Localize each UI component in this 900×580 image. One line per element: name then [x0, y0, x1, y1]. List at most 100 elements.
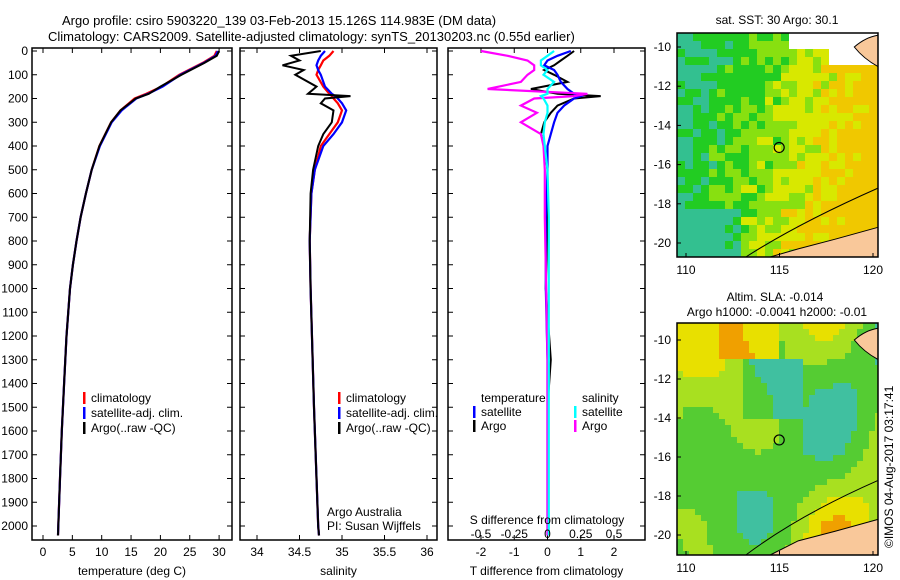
map-cell: [779, 365, 785, 371]
map-cell: [853, 153, 861, 161]
map-cell: [709, 57, 717, 65]
map-cell: [845, 425, 851, 431]
map-cell: [839, 437, 845, 443]
map-cell: [875, 455, 878, 461]
map-cell: [749, 177, 757, 185]
map-cell: [725, 449, 731, 455]
map-cell: [707, 371, 713, 377]
map-cell: [773, 185, 781, 193]
map-cell: [827, 335, 833, 341]
series-climatology: [56, 50, 218, 536]
map-cell: [797, 449, 803, 455]
map1-field: [677, 33, 878, 257]
map-cell: [701, 33, 709, 41]
map-cell: [829, 113, 837, 121]
map-cell: [797, 533, 803, 539]
map-cell: [857, 497, 863, 503]
map-cell: [875, 389, 878, 395]
map-cell: [761, 509, 767, 515]
map-cell: [689, 365, 695, 371]
map-cell: [869, 497, 875, 503]
map-cell: [875, 437, 878, 443]
map-cell: [767, 323, 773, 329]
map-cell: [851, 365, 857, 371]
map-cell: [701, 527, 707, 533]
map-cell: [839, 473, 845, 479]
map-cell: [845, 461, 851, 467]
map-cell: [809, 419, 815, 425]
map-cell: [869, 473, 875, 479]
map-cell: [731, 419, 737, 425]
map-cell: [719, 413, 725, 419]
map-cell: [785, 521, 791, 527]
map-cell: [805, 49, 813, 57]
map-cell: [861, 177, 869, 185]
map-cell: [773, 431, 779, 437]
map-cell: [809, 359, 815, 365]
map-cell: [677, 169, 685, 177]
legend-label: Argo(..raw -QC): [346, 421, 431, 435]
map-cell: [803, 503, 809, 509]
map-cell: [677, 425, 683, 431]
map-cell: [773, 479, 779, 485]
map-cell: [767, 419, 773, 425]
map2-field: [677, 323, 878, 555]
y-tick-label: 1100: [2, 305, 28, 319]
map-cell: [773, 491, 779, 497]
map-cell: [719, 479, 725, 485]
map-cell: [695, 509, 701, 515]
map-cell: [833, 509, 839, 515]
map-cell: [773, 443, 779, 449]
bathymetry-contour: [745, 187, 879, 258]
map-cell: [683, 401, 689, 407]
map-cell: [677, 431, 683, 437]
map-cell: [709, 97, 717, 105]
map-cell: [773, 121, 781, 129]
map-cell: [701, 177, 709, 185]
map-cell: [809, 461, 815, 467]
map-cell: [737, 503, 743, 509]
map-cell: [685, 73, 693, 81]
map2-title-2: Argo h1000: -0.0041 h2000: -0.01: [687, 305, 867, 319]
map-cell: [755, 395, 761, 401]
map-cell: [813, 65, 821, 73]
map-cell: [845, 371, 851, 377]
map-cell: [737, 365, 743, 371]
map-cell: [693, 137, 701, 145]
map-cell: [863, 503, 869, 509]
map-cell: [689, 443, 695, 449]
map-cell: [773, 81, 781, 89]
map-cell: [779, 491, 785, 497]
map-cell: [839, 431, 845, 437]
map-cell: [707, 527, 713, 533]
map-cell: [701, 479, 707, 485]
legend-swatch: [83, 422, 86, 434]
map-cell: [767, 551, 773, 555]
x-tick-label: 34: [250, 545, 264, 559]
map-cell: [695, 347, 701, 353]
legend-label: satellite: [582, 405, 623, 419]
map-cell: [797, 89, 805, 97]
map-cell: [791, 461, 797, 467]
map-cell: [719, 341, 725, 347]
map-cell: [789, 137, 797, 145]
map-cell: [845, 89, 853, 97]
map-cell: [773, 455, 779, 461]
map-cell: [677, 455, 683, 461]
map-cell: [781, 209, 789, 217]
map-cell: [701, 169, 709, 177]
map-cell: [677, 383, 683, 389]
map-cell: [821, 129, 829, 137]
map-cell: [791, 479, 797, 485]
map-cell: [875, 467, 878, 473]
map-cell: [737, 437, 743, 443]
map-cell: [803, 353, 809, 359]
map-cell: [773, 153, 781, 161]
map-cell: [803, 521, 809, 527]
map-cell: [861, 97, 869, 105]
map-cell: [683, 503, 689, 509]
map-cell: [701, 341, 707, 347]
map-cell: [761, 467, 767, 473]
map-cell: [709, 33, 717, 41]
map-cell: [809, 479, 815, 485]
